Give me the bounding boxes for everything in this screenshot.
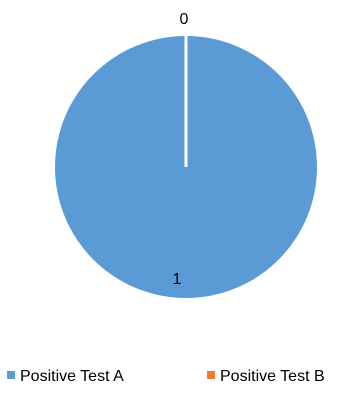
data-label-positive-test-b: 0 bbox=[180, 11, 189, 28]
data-label-positive-test-a: 1 bbox=[173, 271, 182, 288]
pie-slices bbox=[55, 36, 317, 298]
legend: Positive Test A Positive Test B bbox=[7, 368, 325, 385]
legend-label-positive-test-a: Positive Test A bbox=[20, 368, 124, 385]
legend-swatch-positive-test-a bbox=[7, 371, 15, 379]
legend-label-positive-test-b: Positive Test B bbox=[220, 368, 325, 385]
legend-swatch-positive-test-b bbox=[207, 371, 215, 379]
data-labels: 10 bbox=[173, 11, 189, 288]
